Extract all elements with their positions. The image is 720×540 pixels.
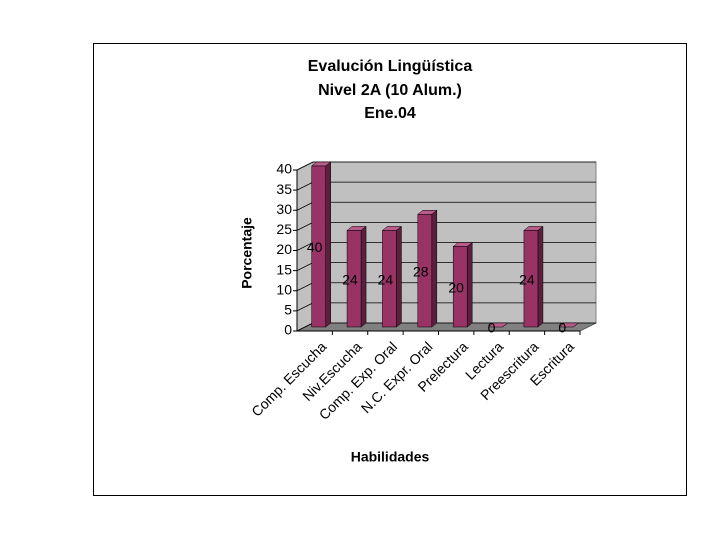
- bar-side: [396, 225, 402, 328]
- bar-side: [466, 241, 473, 328]
- y-tick-label: 5: [284, 302, 292, 318]
- data-label: 24: [519, 271, 535, 287]
- chart-title: Evalución Lingüística: [308, 58, 473, 75]
- y-tick-label: 10: [276, 281, 292, 297]
- data-label: 20: [448, 279, 464, 295]
- bar: [382, 230, 397, 328]
- bar-top: [558, 322, 580, 328]
- y-tick-label: 15: [276, 261, 292, 277]
- chart-title: Nivel 2A (10 Alum.): [318, 82, 462, 99]
- bar: [346, 230, 362, 328]
- data-label: 24: [378, 271, 394, 287]
- y-tick-label: 40: [276, 161, 292, 177]
- data-label: 0: [488, 320, 496, 336]
- grid-line: [296, 161, 596, 171]
- bar: [417, 214, 433, 328]
- y-tick-label: 35: [276, 181, 292, 197]
- bar-side: [537, 225, 544, 328]
- y-tick-label: 0: [284, 322, 292, 338]
- bar: [311, 165, 326, 328]
- y-tick-label: 25: [276, 221, 292, 237]
- bar-side: [431, 209, 438, 328]
- bar-top: [487, 322, 509, 328]
- y-tick-label: 30: [276, 201, 292, 217]
- bar: [523, 230, 539, 328]
- data-label: 28: [413, 263, 429, 279]
- bar: [452, 246, 468, 328]
- data-label: 0: [558, 320, 566, 336]
- data-label: 24: [342, 271, 358, 287]
- floor: [296, 322, 597, 332]
- bar-side: [325, 161, 331, 328]
- y-tick-label: 20: [276, 241, 292, 257]
- bar-side: [360, 225, 367, 328]
- data-label: 40: [307, 239, 323, 255]
- chart-title: Ene.04: [364, 105, 416, 122]
- x-axis-title: Habilidades: [351, 449, 430, 465]
- y-axis-title: Porcentaje: [239, 217, 255, 289]
